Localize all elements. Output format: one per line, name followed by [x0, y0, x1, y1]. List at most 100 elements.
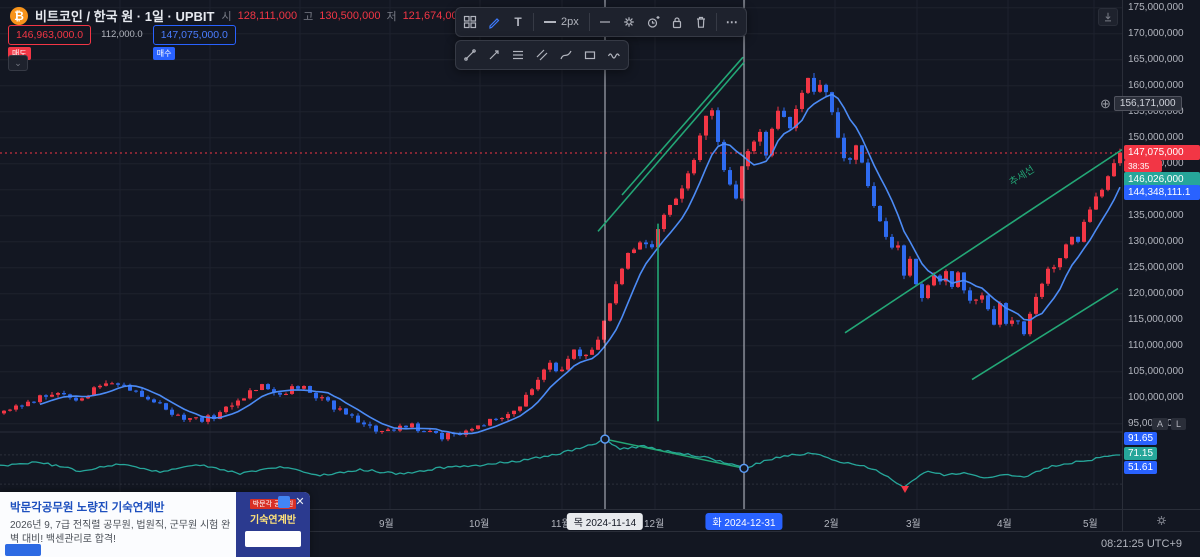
low-label: 저 [386, 10, 397, 23]
ad-close-icon[interactable]: ✕ [293, 495, 307, 509]
more-options-button[interactable]: ⋯ [720, 10, 744, 34]
candlestick-chart[interactable]: 추세선 [0, 0, 1122, 509]
parallel-channel-icon [536, 49, 548, 61]
buy-tag: 매수 [152, 47, 176, 60]
month-label: 3월 [906, 519, 921, 530]
auto-scale-button[interactable]: A [1152, 418, 1169, 430]
price-tick: 125,000,000 [1128, 261, 1184, 273]
selected-date-badge[interactable]: 화 2024-12-31 [705, 513, 783, 530]
log-scale-button[interactable]: L [1171, 418, 1187, 430]
selected-date-badge[interactable]: 목 2024-11-14 [566, 513, 644, 530]
alert-price-label: 156,171,000 [1113, 96, 1182, 112]
lock-icon [672, 17, 681, 29]
month-label: 4월 [997, 519, 1012, 530]
high-value: 130,500,000 [319, 9, 381, 22]
indicator-value-badge: 91.65 [1124, 432, 1158, 446]
brush-tool-button[interactable] [554, 43, 578, 67]
price-tick: 155,000,000 [1128, 105, 1184, 117]
drawing-toolbar: T 2px ⋯ [455, 7, 747, 37]
buy-sell-widget: 146,963,000.0 매도 112,000.0 147,075,000.0… [8, 25, 236, 60]
horizontal-line-button[interactable] [593, 10, 617, 34]
ad-title[interactable]: 박문각공무원 노량진 기숙연계반 [10, 502, 165, 514]
trendline-icon [464, 49, 476, 61]
open-label: 시 [221, 10, 232, 23]
price-tick: 120,000,000 [1128, 287, 1184, 299]
fib-retracement-icon [513, 50, 523, 60]
drag-handle-button[interactable] [458, 10, 482, 34]
countdown-badge: 38:35 [1124, 160, 1162, 172]
channel-tool-button[interactable] [530, 43, 554, 67]
ad-cta-button[interactable] [5, 544, 41, 556]
month-label: 11월 [551, 519, 571, 530]
chevron-down-icon[interactable]: ⌄ [8, 55, 28, 71]
text-tool-button[interactable]: T [506, 10, 530, 34]
trendline-tool-button[interactable] [458, 43, 482, 67]
low-value: 121,674,000 [402, 9, 458, 22]
last-price-badge: 147,075,000 [1124, 145, 1200, 160]
pencil-icon [489, 18, 500, 29]
wave-tool-button[interactable] [602, 43, 626, 67]
alert-price-row[interactable]: ⊕ 156,171,000 [1100, 96, 1182, 112]
wave-icon [607, 53, 620, 59]
price-scale[interactable]: 147,075,000 38:35 146,026,000 144,348,11… [1122, 0, 1200, 531]
month-label: 2월 [824, 519, 839, 530]
ad-body: 2026년 9, 7급 전직렬 공무원, 법원직, 군무원 시험 완벽 대비! … [10, 520, 231, 545]
price-tick: 100,000,000 [1128, 391, 1184, 403]
buy-button[interactable]: 147,075,000.0 [152, 25, 236, 45]
symbol-title[interactable]: 비트코인 / 한국 원 · 1일 · UPBIT [35, 9, 215, 24]
svg-text:추세선: 추세선 [1007, 163, 1037, 188]
alert-button[interactable] [641, 10, 665, 34]
toolbar-separator [588, 13, 590, 31]
ad-info-icon[interactable] [278, 496, 290, 508]
sell-button[interactable]: 146,963,000.0 [8, 25, 92, 45]
alarm-clock-plus-icon [647, 16, 660, 28]
price-tick: 110,000,000 [1128, 339, 1183, 351]
line-width-button[interactable]: 2px [537, 16, 586, 28]
price-tick: 170,000,000 [1128, 27, 1184, 39]
line-sample-icon [544, 21, 556, 23]
axis-settings-corner[interactable] [1122, 509, 1200, 531]
ad-thumb-title: 기숙연계반 [250, 515, 296, 526]
ellipsis-icon: ⋯ [725, 15, 738, 29]
ma-teal-price-badge: 146,026,000 [1124, 172, 1200, 187]
grid-icon [463, 15, 477, 29]
bitcoin-logo-icon: ₿ [10, 6, 28, 25]
scale-mode-buttons: A L [1152, 418, 1187, 430]
symbol-header: ₿ 비트코인 / 한국 원 · 1일 · UPBIT 시 128,111,000 … [10, 6, 458, 25]
toolbar-separator [715, 13, 717, 31]
fib-tool-button[interactable] [506, 43, 530, 67]
price-tick: 175,000,000 [1128, 1, 1184, 13]
high-label: 고 [303, 10, 314, 23]
gear-icon [623, 17, 634, 27]
rectangle-icon [584, 51, 596, 60]
circle-plus-icon[interactable]: ⊕ [1100, 95, 1111, 111]
price-tick: 130,000,000 [1128, 235, 1184, 247]
settings-button[interactable] [617, 10, 641, 34]
pencil-tool-button[interactable] [482, 10, 506, 34]
open-value: 128,111,000 [237, 9, 298, 22]
ad-controls: ✕ [278, 495, 307, 509]
arrow-down-icon [1105, 12, 1111, 22]
month-label: 9월 [379, 519, 394, 530]
lock-button[interactable] [665, 10, 689, 34]
rectangle-tool-button[interactable] [578, 43, 602, 67]
month-label: 10월 [469, 519, 490, 530]
ad-thumb-box [245, 531, 301, 547]
price-tick: 115,000,000 [1128, 313, 1183, 325]
clock[interactable]: 08:21:25 UTC+9 [1100, 538, 1182, 550]
spread-value: 112,000.0 [101, 29, 143, 40]
arrow-tool-button[interactable] [482, 43, 506, 67]
ad-thumb-tag: 박문각 공무원 [249, 499, 297, 509]
ma-blue-price-badge: 144,348,111.1 [1124, 185, 1200, 200]
price-tick: 135,000,000 [1128, 209, 1184, 221]
ad-thumbnail[interactable]: 박문각 공무원 기숙연계반 [236, 492, 310, 557]
ad-banner[interactable]: 박문각공무원 노량진 기숙연계반 2026년 9, 7급 전직렬 공무원, 법원… [0, 492, 310, 557]
arrow-down-button[interactable] [1098, 8, 1118, 26]
delete-button[interactable] [689, 10, 713, 34]
price-tick: 105,000,000 [1128, 365, 1184, 377]
horizontal-line-icon [599, 21, 610, 23]
toolbar-separator [533, 13, 534, 31]
month-label: 5월 [1083, 519, 1098, 530]
